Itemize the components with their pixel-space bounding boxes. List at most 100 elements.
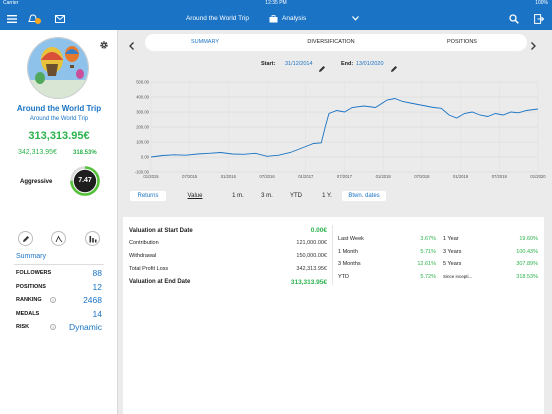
period-3m[interactable]: 3 m. bbox=[261, 193, 273, 199]
stat-row-followers: FOLLOWERS 88 bbox=[16, 268, 102, 282]
valuation-row-value: 121,000.00€ bbox=[296, 240, 327, 246]
start-date-edit-icon[interactable] bbox=[318, 60, 326, 72]
performance-chart: 500.00 400.00 300.00 200.00 100.00 0.00 -100.0… bbox=[135, 80, 546, 180]
return-label: Last Week bbox=[338, 236, 364, 242]
return-value: 3.67% bbox=[420, 236, 436, 242]
x-tick-label: 07/2019 bbox=[492, 174, 508, 179]
x-tick-label: 01/2016 bbox=[221, 174, 237, 179]
x-tick-label: 01/2019 bbox=[453, 174, 469, 179]
chevron-down-icon[interactable] bbox=[349, 7, 361, 30]
divider bbox=[14, 264, 104, 265]
end-date-edit-icon[interactable] bbox=[390, 60, 398, 72]
series-line bbox=[150, 98, 539, 158]
period-between-dates[interactable]: Btwn. dates bbox=[342, 191, 386, 201]
tab-positions[interactable]: POSITIONS bbox=[447, 39, 477, 45]
valuation-row-label: Contribution bbox=[129, 240, 159, 246]
portfolio-sidebar: Around the World Trip Around the World T… bbox=[0, 30, 118, 414]
portfolio-name: Around the World Trip bbox=[16, 104, 102, 113]
end-date-value[interactable]: 13/01/2020 bbox=[356, 61, 384, 67]
valuation-start-value: 0.00€ bbox=[310, 227, 327, 234]
start-date-value[interactable]: 31/12/2014 bbox=[285, 61, 313, 67]
return-row: YTD 5.72% bbox=[338, 274, 436, 280]
start-date-label: Start: bbox=[261, 61, 276, 67]
clock: 12:35 PM bbox=[265, 0, 287, 6]
return-value: 100.43% bbox=[516, 248, 538, 255]
stat-label: RANKING bbox=[16, 297, 42, 303]
return-value: 318.53% bbox=[516, 273, 538, 280]
menu-icon[interactable] bbox=[4, 7, 20, 30]
stat-row-medals: MEDALS 14 bbox=[16, 308, 102, 323]
stat-row-ranking: RANKING? 2468 bbox=[16, 295, 102, 309]
performance-chart-icon[interactable] bbox=[51, 231, 66, 246]
panel-divider bbox=[332, 225, 333, 285]
valuation-row-value: 342,313.95€ bbox=[296, 266, 327, 272]
return-row: 1 Month 5.71% bbox=[338, 249, 436, 255]
portfolio-title: Around the World Trip bbox=[185, 15, 250, 22]
nav-bar: Around the World Trip Analysis bbox=[0, 7, 552, 30]
risk-score-value: 7.47 bbox=[78, 177, 92, 184]
summary-link[interactable]: Summary bbox=[16, 253, 46, 260]
y-tick-label: 300.00 bbox=[136, 110, 149, 115]
help-icon[interactable]: ? bbox=[50, 297, 56, 303]
chevron-right-icon[interactable] bbox=[528, 38, 538, 50]
x-tick-label: 07/2017 bbox=[337, 174, 353, 179]
chevron-left-icon[interactable] bbox=[127, 38, 137, 50]
logout-icon[interactable] bbox=[532, 7, 546, 30]
settings-gear-icon[interactable] bbox=[99, 37, 109, 49]
help-icon[interactable]: ? bbox=[50, 324, 56, 330]
portfolio-value: 313,313.95€ bbox=[28, 130, 90, 142]
returns-toggle[interactable]: Returns bbox=[130, 191, 166, 201]
portfolio-invested: 342,313.95€ bbox=[18, 149, 57, 156]
x-tick-label: 07/2015 bbox=[182, 174, 198, 179]
notifications-icon[interactable] bbox=[27, 7, 43, 30]
value-toggle[interactable]: Value bbox=[187, 193, 203, 199]
return-label: Since incepti... bbox=[443, 273, 473, 279]
search-icon[interactable] bbox=[507, 7, 521, 30]
return-row: Since incepti... 318.53% bbox=[443, 274, 538, 280]
y-tick-label: 200.00 bbox=[136, 125, 149, 130]
return-row: Last Week 3.67% bbox=[338, 236, 436, 242]
period-ytd[interactable]: YTD bbox=[290, 193, 302, 199]
risk-label: Aggressive bbox=[20, 179, 53, 185]
return-row: 1 Year 19.60% bbox=[443, 236, 538, 242]
x-tick-label: 07/2016 bbox=[260, 174, 276, 179]
stat-value: 14 bbox=[92, 308, 102, 319]
return-label: 1 Month bbox=[338, 248, 358, 255]
stat-value: 12 bbox=[92, 281, 102, 292]
mail-icon[interactable] bbox=[52, 7, 68, 30]
stat-value: Dynamic bbox=[68, 322, 102, 332]
period-1y[interactable]: 1 Y. bbox=[322, 193, 332, 199]
return-row: 3 Months 12.61% bbox=[338, 261, 436, 267]
y-tick-label: 500.00 bbox=[136, 80, 149, 85]
tab-diversification[interactable]: DIVERSIFICATION bbox=[307, 39, 355, 45]
tab-bar: SUMMARY DIVERSIFICATION POSITIONS bbox=[145, 34, 527, 51]
portfolio-return-pct: 318.53% bbox=[73, 150, 97, 156]
return-value: 5.71% bbox=[420, 248, 436, 255]
status-bar: Carrier 12:35 PM 100% bbox=[0, 0, 552, 7]
return-value: 307.89% bbox=[516, 261, 538, 267]
stat-label: RISK bbox=[16, 324, 30, 330]
return-value: 5.72% bbox=[420, 273, 436, 280]
bar-chart-icon[interactable] bbox=[85, 231, 100, 246]
period-1m[interactable]: 1 m. bbox=[232, 193, 244, 199]
valuation-row-label: Total Profit Loss bbox=[129, 266, 169, 272]
stat-value: 2468 bbox=[83, 295, 102, 305]
return-row: 5 Years 307.89% bbox=[443, 261, 538, 267]
y-tick-label: 100.00 bbox=[136, 140, 149, 145]
x-tick-label: 01/2017 bbox=[298, 174, 314, 179]
edit-pencil-icon[interactable] bbox=[18, 231, 33, 246]
x-tick-label: 01/2018 bbox=[376, 174, 392, 179]
end-date-label: End: bbox=[341, 61, 354, 67]
stat-label: FOLLOWERS bbox=[16, 270, 52, 276]
valuation-row-label: Withdrawal bbox=[129, 253, 157, 259]
main-content: SUMMARY DIVERSIFICATION POSITIONS Start:… bbox=[119, 30, 552, 414]
stat-row-risk: RISK? Dynamic bbox=[16, 322, 102, 336]
y-tick-label: -100.00 bbox=[135, 170, 150, 175]
tab-summary[interactable]: SUMMARY bbox=[190, 39, 219, 45]
return-value: 19.60% bbox=[519, 236, 538, 242]
risk-score-gauge: 7.47 bbox=[70, 166, 100, 196]
section-selector[interactable]: Analysis bbox=[282, 15, 307, 22]
stat-label: POSITIONS bbox=[16, 283, 46, 290]
return-value: 12.61% bbox=[417, 261, 436, 267]
valuation-start-label: Valuation at Start Date bbox=[129, 228, 193, 234]
